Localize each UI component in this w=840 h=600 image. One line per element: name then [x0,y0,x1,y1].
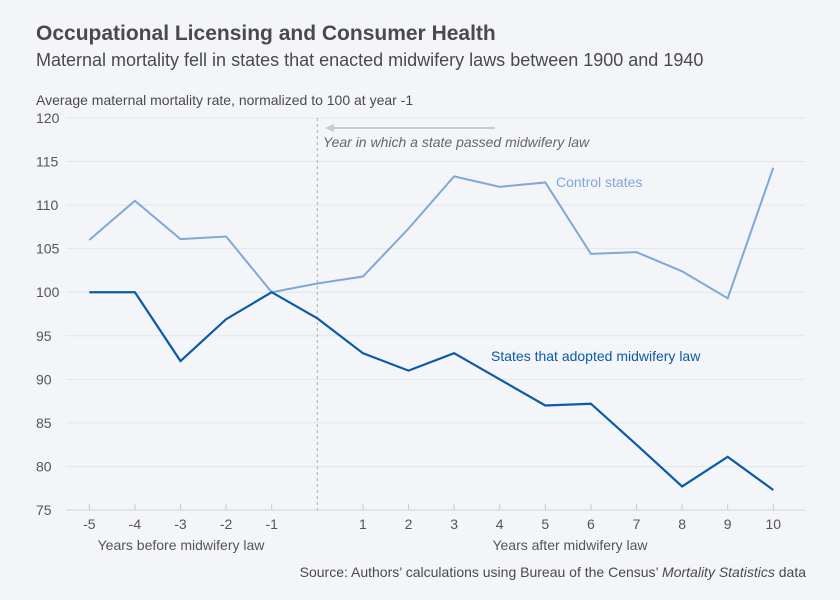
y-tick-label: 105 [36,241,60,257]
x-tick-label: 6 [587,516,595,532]
x-tick-label: -1 [265,516,278,532]
x-tick-label: 1 [359,516,367,532]
source-italic: Mortality Statistics [662,564,775,580]
chart-subtitle: Maternal mortality fell in states that e… [36,50,704,70]
chart-title: Occupational Licensing and Consumer Heal… [36,22,496,45]
x-axis-label-before: Years before midwifery law [98,537,266,553]
x-tick-label: -5 [83,516,96,532]
x-tick-label: -3 [174,516,187,532]
annotation-text: Year in which a state passed midwifery l… [323,134,590,150]
control-states-label: Control states [556,174,642,190]
y-tick-label: 110 [36,197,59,213]
x-tick-label: -2 [220,516,233,532]
y-axis-label: Average maternal mortality rate, normali… [36,92,414,108]
source-note: Source: Authors’ calculations using Bure… [300,564,806,580]
control-states-line [88,167,775,300]
x-tick-label: 2 [405,516,413,532]
y-tick-label: 85 [36,415,52,431]
y-tick-label: 75 [36,502,52,518]
x-tick-label: 8 [678,516,686,532]
adopting-states-line [89,290,774,491]
y-tick-label: 95 [36,328,52,344]
x-tick-label: 10 [766,516,782,532]
x-tick-label: 7 [633,516,641,532]
source-suffix: data [774,564,806,580]
y-tick-label: 100 [36,284,60,300]
adopting-states-label: States that adopted midwifery law [491,348,701,364]
y-tick-label: 120 [36,110,60,126]
x-tick-label: 4 [496,516,504,532]
x-tick-label: 9 [724,516,732,532]
x-axis-label-after: Years after midwifery law [492,537,648,553]
annotation-arrow-head-icon [325,124,334,132]
y-tick-label: 90 [36,371,52,387]
x-tick-label: 5 [541,516,549,532]
x-tick-label: -4 [129,516,142,532]
x-tick-label: 3 [450,516,458,532]
y-tick-label: 115 [36,154,59,170]
source-prefix: Source: Authors’ calculations using Bure… [299,564,663,580]
y-tick-label: 80 [36,458,52,474]
